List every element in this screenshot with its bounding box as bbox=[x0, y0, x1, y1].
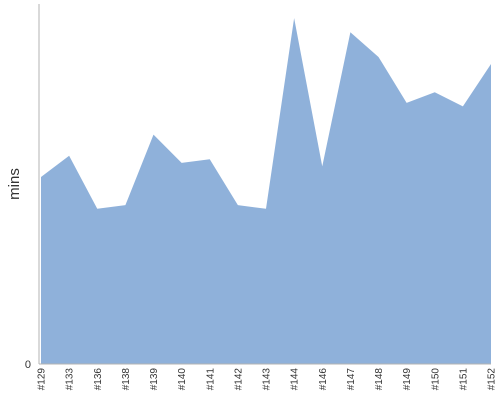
x-tick-layer: #129 #133 #136 #138 #139 #140 #141 #142 #143 #144… bbox=[37, 368, 498, 391]
x-tick-label: #148 bbox=[374, 368, 385, 391]
x-tick-label: #129 bbox=[37, 368, 48, 391]
x-tick-label: #139 bbox=[149, 368, 160, 391]
x-tick-label: #144 bbox=[290, 368, 301, 391]
x-tick-label: #143 bbox=[262, 368, 273, 391]
y-tick-label: 0 bbox=[25, 359, 31, 371]
x-tick-label: #150 bbox=[430, 368, 441, 391]
x-tick-label: #141 bbox=[205, 368, 216, 391]
x-tick-label: #136 bbox=[93, 368, 104, 391]
x-tick-label: #149 bbox=[402, 368, 413, 391]
x-tick-label: #138 bbox=[121, 368, 132, 391]
y-axis-label: mins bbox=[6, 168, 23, 200]
x-tick-label: #152 bbox=[487, 368, 498, 391]
x-tick-label: #146 bbox=[318, 368, 329, 391]
x-tick-label: #140 bbox=[177, 368, 188, 391]
x-tick-label: #147 bbox=[346, 368, 357, 391]
x-tick-label: #133 bbox=[65, 368, 76, 391]
x-tick-label: #142 bbox=[233, 368, 244, 391]
area-layer bbox=[41, 18, 491, 364]
x-tick-label: #151 bbox=[458, 368, 469, 391]
y-tick-layer: 0 bbox=[25, 359, 31, 371]
area-series bbox=[41, 18, 491, 364]
